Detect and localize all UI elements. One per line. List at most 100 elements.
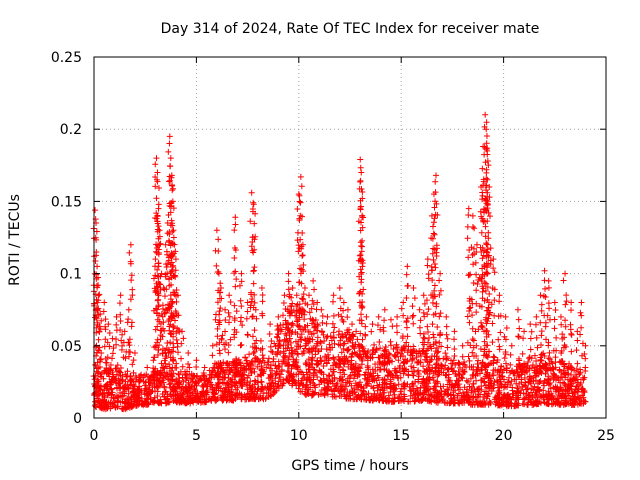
data-point-trail xyxy=(252,357,259,364)
data-point-trail xyxy=(429,250,436,257)
data-point-trail xyxy=(552,373,559,380)
data-point-trail xyxy=(485,209,492,216)
data-point-trail xyxy=(542,285,549,292)
data-point-trail xyxy=(470,371,477,378)
data-point-trail xyxy=(442,350,449,357)
data-point-trail xyxy=(359,290,366,297)
data-point-trail xyxy=(489,385,495,392)
data-point xyxy=(185,350,192,357)
data-point xyxy=(158,270,165,277)
data-point-trail xyxy=(519,366,526,373)
data-point-trail xyxy=(404,333,411,340)
band-point xyxy=(465,353,472,360)
band-point xyxy=(310,391,317,398)
band-point xyxy=(297,388,304,395)
band-point xyxy=(183,375,190,382)
data-point-trail xyxy=(470,337,477,344)
data-point-trail xyxy=(464,223,471,230)
band-point xyxy=(301,345,308,352)
band-point xyxy=(200,372,207,379)
band-point xyxy=(529,393,536,400)
data-point-trail xyxy=(352,368,359,375)
data-point-trail xyxy=(421,335,428,342)
data-point-trail xyxy=(531,352,538,359)
data-point-trail xyxy=(302,323,309,330)
data-point xyxy=(101,299,108,306)
data-point xyxy=(469,212,476,219)
data-point-trail xyxy=(542,294,549,301)
data-point-trail xyxy=(280,350,287,357)
band-point xyxy=(552,364,559,371)
band-point xyxy=(408,363,415,370)
data-point-trail xyxy=(161,327,168,334)
data-point-trail xyxy=(163,248,170,255)
data-point-trail xyxy=(348,357,355,364)
data-point-trail xyxy=(345,346,352,353)
data-point-trail xyxy=(340,341,347,348)
band-point xyxy=(482,400,489,407)
data-point-trail xyxy=(538,301,545,308)
data-point-trail xyxy=(168,217,175,224)
data-point-trail xyxy=(252,210,259,217)
band-point xyxy=(494,377,501,384)
data-point-trail xyxy=(534,344,541,351)
data-point-trail xyxy=(238,303,245,310)
data-point-trail xyxy=(577,309,584,316)
data-point-trail xyxy=(429,321,436,328)
data-point xyxy=(502,313,509,320)
data-point-trail xyxy=(364,357,371,364)
data-point-trail xyxy=(259,310,266,317)
data-point-trail xyxy=(410,312,417,319)
data-point-trail xyxy=(127,349,134,356)
data-point-trail xyxy=(469,349,476,356)
data-point-trail xyxy=(425,362,432,369)
data-point xyxy=(152,256,159,263)
band-point xyxy=(125,390,132,397)
data-point-trail xyxy=(358,269,365,276)
data-point-trail xyxy=(485,254,492,261)
data-point-trail xyxy=(136,378,143,385)
data-point-trail xyxy=(170,227,177,234)
data-point-trail xyxy=(252,386,259,393)
band-point xyxy=(473,377,480,384)
band-point xyxy=(439,395,446,402)
data-point-trail xyxy=(485,162,492,169)
band-point xyxy=(154,368,161,375)
data-point-trail xyxy=(308,305,315,312)
data-point-trail xyxy=(433,245,440,252)
data-point-trail xyxy=(432,310,439,317)
band-point xyxy=(318,340,325,347)
data-point-trail xyxy=(377,326,384,333)
data-point-trail xyxy=(151,354,158,361)
data-point-trail xyxy=(338,313,345,320)
data-point-trail xyxy=(232,362,239,369)
data-point-trail xyxy=(479,324,486,331)
data-point xyxy=(252,306,259,313)
band-point xyxy=(94,399,101,406)
band-point xyxy=(532,373,539,380)
data-point-trail xyxy=(106,365,113,372)
data-point-trail xyxy=(368,373,375,380)
data-point-trail xyxy=(179,363,186,370)
band-point xyxy=(279,360,286,367)
data-point-trail xyxy=(293,303,300,310)
data-point-trail xyxy=(93,228,100,235)
band-point xyxy=(227,367,234,374)
data-point-trail xyxy=(388,342,394,349)
x-axis-ticks: 0 5 10 15 20 25 xyxy=(90,57,615,444)
data-point-trail xyxy=(443,323,450,330)
data-point-trail xyxy=(482,206,489,213)
data-point xyxy=(420,292,427,299)
data-point-trail xyxy=(157,281,164,288)
band-point xyxy=(320,362,327,369)
data-point-trail xyxy=(436,339,443,346)
band-point xyxy=(423,386,430,393)
data-point-trail xyxy=(478,229,485,236)
band-point xyxy=(157,381,164,388)
chart-title: Day 314 of 2024, Rate Of TEC Index for r… xyxy=(161,21,540,37)
data-point-trail xyxy=(515,333,522,340)
band-point xyxy=(489,371,496,378)
data-point-trail xyxy=(341,357,348,364)
band-point xyxy=(515,396,522,403)
band-point xyxy=(331,340,338,347)
